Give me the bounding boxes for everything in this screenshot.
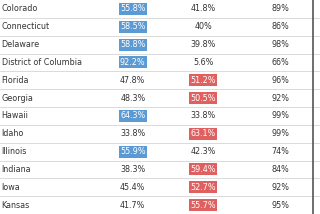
Text: 86%: 86% bbox=[271, 22, 289, 31]
Text: Kansas: Kansas bbox=[2, 201, 30, 210]
Text: 92%: 92% bbox=[271, 94, 289, 103]
Text: 89%: 89% bbox=[271, 4, 289, 13]
Text: Delaware: Delaware bbox=[2, 40, 40, 49]
Text: Illinois: Illinois bbox=[2, 147, 27, 156]
Text: 99%: 99% bbox=[271, 129, 289, 138]
Text: 98%: 98% bbox=[271, 40, 289, 49]
Text: 55.9%: 55.9% bbox=[120, 147, 146, 156]
Text: 66%: 66% bbox=[271, 58, 289, 67]
Text: District of Columbia: District of Columbia bbox=[2, 58, 82, 67]
Text: 50.5%: 50.5% bbox=[190, 94, 216, 103]
Text: 84%: 84% bbox=[271, 165, 289, 174]
Text: 38.3%: 38.3% bbox=[120, 165, 145, 174]
Text: 55.8%: 55.8% bbox=[120, 4, 146, 13]
Text: 48.3%: 48.3% bbox=[120, 94, 145, 103]
Text: 92%: 92% bbox=[271, 183, 289, 192]
Text: 5.6%: 5.6% bbox=[193, 58, 213, 67]
Text: 58.8%: 58.8% bbox=[120, 40, 146, 49]
Text: Indiana: Indiana bbox=[2, 165, 31, 174]
Text: Hawaii: Hawaii bbox=[2, 111, 28, 120]
Text: 33.8%: 33.8% bbox=[120, 129, 145, 138]
Text: 33.8%: 33.8% bbox=[191, 111, 216, 120]
Text: Connecticut: Connecticut bbox=[2, 22, 50, 31]
Text: 99%: 99% bbox=[271, 111, 289, 120]
Text: 52.7%: 52.7% bbox=[190, 183, 216, 192]
Text: 59.4%: 59.4% bbox=[190, 165, 216, 174]
Text: 95%: 95% bbox=[271, 201, 289, 210]
Text: Idaho: Idaho bbox=[2, 129, 24, 138]
Text: 74%: 74% bbox=[271, 147, 289, 156]
Text: 55.7%: 55.7% bbox=[190, 201, 216, 210]
Text: 51.2%: 51.2% bbox=[190, 76, 216, 85]
Text: 63.1%: 63.1% bbox=[191, 129, 216, 138]
Text: 40%: 40% bbox=[194, 22, 212, 31]
Text: Florida: Florida bbox=[2, 76, 29, 85]
Text: 96%: 96% bbox=[271, 76, 289, 85]
Text: 42.3%: 42.3% bbox=[190, 147, 216, 156]
Text: 58.5%: 58.5% bbox=[120, 22, 146, 31]
Text: Georgia: Georgia bbox=[2, 94, 34, 103]
Text: 41.7%: 41.7% bbox=[120, 201, 146, 210]
Text: 92.2%: 92.2% bbox=[120, 58, 146, 67]
Text: Iowa: Iowa bbox=[2, 183, 20, 192]
Text: 64.3%: 64.3% bbox=[120, 111, 145, 120]
Text: 41.8%: 41.8% bbox=[191, 4, 216, 13]
Text: 39.8%: 39.8% bbox=[190, 40, 216, 49]
Text: Colorado: Colorado bbox=[2, 4, 38, 13]
Text: 47.8%: 47.8% bbox=[120, 76, 146, 85]
Text: 45.4%: 45.4% bbox=[120, 183, 146, 192]
